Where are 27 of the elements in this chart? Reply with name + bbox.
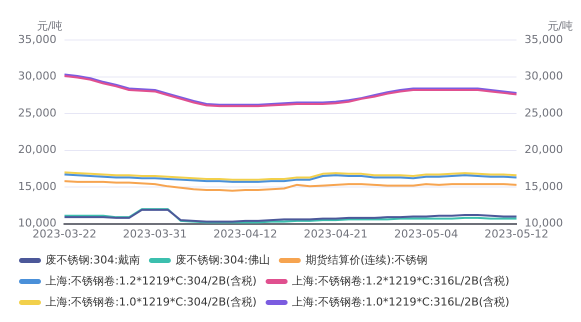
y-axis-title: 元/吨 bbox=[36, 19, 62, 32]
legend-label: 上海:不锈钢卷:1.0*1219*C:304/2B(含税) bbox=[46, 295, 257, 308]
y-tick-label: 30,000 bbox=[18, 70, 56, 83]
legend-label: 废不锈钢:304:戴南 bbox=[46, 253, 140, 266]
y2-tick-label: 35,000 bbox=[524, 32, 564, 46]
y-tick-label: 35,000 bbox=[18, 32, 56, 46]
y2-tick-label: 20,000 bbox=[524, 143, 564, 156]
y-tick-label: 25,000 bbox=[18, 106, 56, 120]
legend-label: 上海:不锈钢卷:1.2*1219*C:304/2B(含税) bbox=[46, 274, 257, 288]
y2-tick-label: 25,000 bbox=[524, 106, 564, 120]
x-tick-label: 2023-05-12 bbox=[484, 227, 548, 240]
x-tick-label: 2023-04-21 bbox=[304, 227, 368, 240]
x-tick-label: 2023-04-12 bbox=[213, 227, 278, 240]
x-tick-label: 2023-03-22 bbox=[32, 227, 96, 240]
y2-tick-label: 30,000 bbox=[524, 70, 564, 83]
y2-tick-label: 15,000 bbox=[524, 180, 564, 193]
legend-label: 上海:不锈钢卷:1.2*1219*C:316L/2B(含税) bbox=[292, 274, 510, 288]
legend-label: 期货结算价(连续):不锈钢 bbox=[305, 253, 428, 266]
x-tick-label: 2023-03-31 bbox=[122, 227, 187, 240]
y2-axis-title: 元/吨 bbox=[547, 19, 573, 32]
x-tick-label: 2023-05-04 bbox=[394, 227, 458, 240]
y2-tick-label: 10,000 bbox=[524, 216, 564, 230]
legend-label: 上海:不锈钢卷:1.0*1219*C:316L/2B(含税) bbox=[292, 295, 510, 308]
y-tick-label: 15,000 bbox=[18, 180, 56, 193]
y-tick-label: 10,000 bbox=[18, 216, 56, 230]
legend-label: 废不锈钢:304:佛山 bbox=[175, 253, 270, 266]
y-tick-label: 20,000 bbox=[18, 143, 56, 156]
